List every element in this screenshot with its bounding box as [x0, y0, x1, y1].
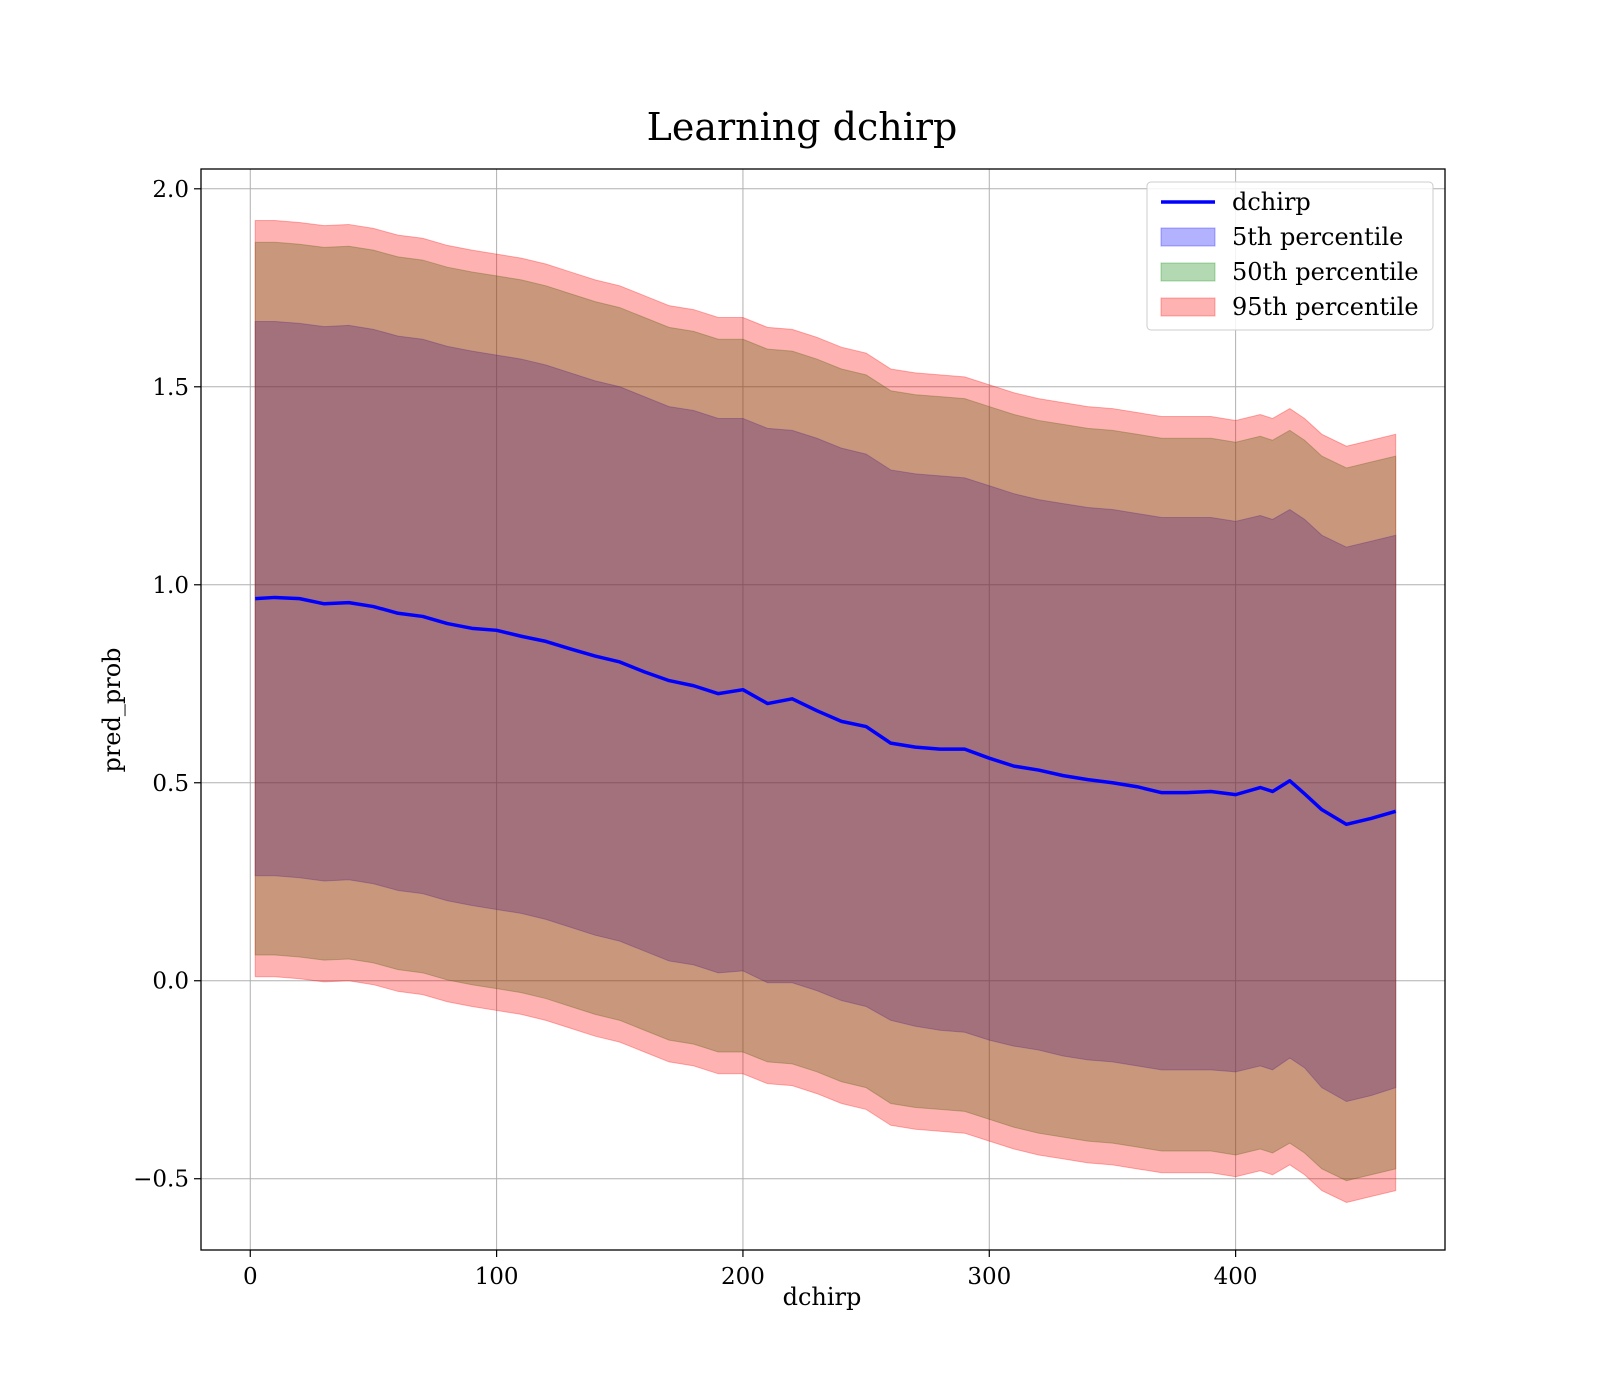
- band-50th-percentile: [254, 241, 1397, 1182]
- legend-label-5th-percentile: 5th percentile: [1232, 223, 1403, 251]
- band-95th-percentile: [254, 219, 1397, 1204]
- legend-swatch-50th-percentile: [1160, 262, 1216, 282]
- y-tick-label: 0.5: [152, 771, 189, 797]
- x-tick-label: 100: [475, 1264, 519, 1290]
- legend-box: [1146, 181, 1434, 331]
- percentile-bands: [254, 219, 1397, 1204]
- line-series: [255, 595, 1397, 827]
- y-tick-label: 1.5: [152, 375, 189, 401]
- series-lines: [255, 595, 1397, 827]
- legend-label-95th-percentile: 95th percentile: [1232, 293, 1419, 321]
- legend-swatch-5th-percentile: [1160, 227, 1216, 247]
- legend-swatch-95th-percentile: [1160, 297, 1216, 317]
- y-tick-label: 0.0: [152, 969, 189, 995]
- chart-title: Learning dchirp: [647, 105, 958, 149]
- y-axis-label: pred_prob: [98, 647, 126, 772]
- band-5th-percentile: [254, 320, 1397, 1103]
- y-tick-label: −0.5: [133, 1167, 189, 1193]
- x-tick-label: 400: [1214, 1264, 1258, 1290]
- y-tick-label: 2.0: [152, 177, 189, 203]
- plot-frame: [200, 168, 1446, 1251]
- y-tick-label: 1.0: [152, 573, 189, 599]
- x-tick-label: 200: [721, 1264, 765, 1290]
- legend-label-dchirp: dchirp: [1232, 188, 1311, 216]
- legend: dchirp 5th percentile 50th percentile 95th …: [1146, 181, 1434, 331]
- x-axis-label: dchirp: [783, 1283, 862, 1311]
- x-tick-label: 0: [243, 1264, 258, 1290]
- legend-label-50th-percentile: 50th percentile: [1232, 258, 1419, 286]
- axis-ticks: 0 100 200 300 400 −0.5 0.0 0.5 1.0 1.5 2.0: [133, 177, 1257, 1290]
- x-tick-label: 300: [967, 1264, 1011, 1290]
